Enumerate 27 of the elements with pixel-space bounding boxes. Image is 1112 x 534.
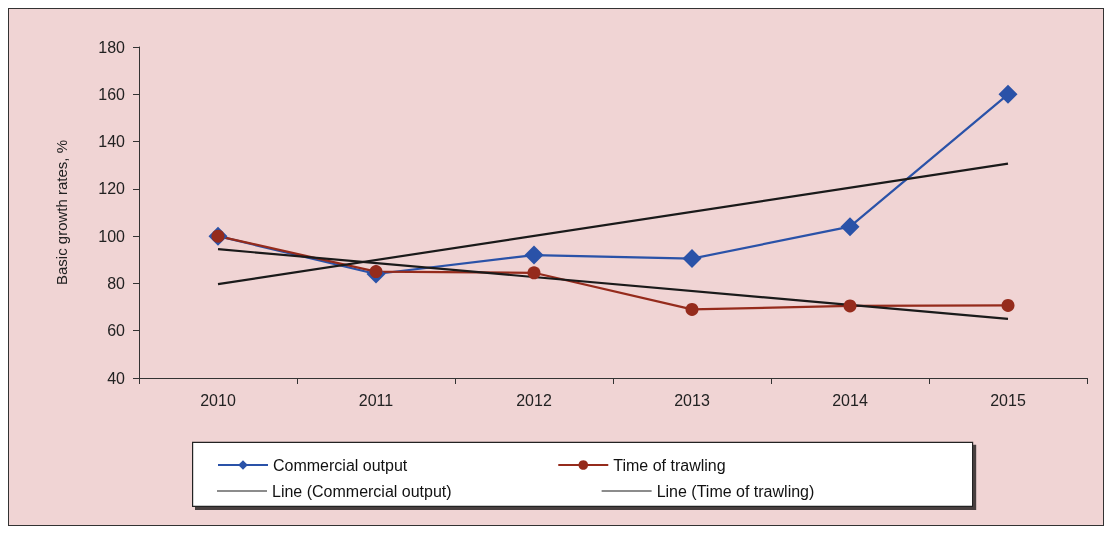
point	[685, 302, 699, 316]
point	[682, 249, 702, 269]
point	[843, 299, 857, 313]
y-tick-label: 140	[98, 133, 126, 151]
point	[527, 266, 541, 280]
x-tick-label: 2014	[832, 391, 868, 409]
y-tick-label: 100	[98, 227, 126, 245]
point	[998, 84, 1018, 104]
x-tick-label: 2015	[990, 391, 1026, 409]
x-tick-label: 2012	[516, 391, 552, 409]
legend-label: Commercial output	[273, 456, 408, 474]
y-tick-label: 80	[107, 274, 126, 292]
y-axis-title: Basic growth rates, %	[53, 139, 70, 286]
y-tick-label: 160	[98, 85, 126, 103]
y-tick-label: 120	[98, 180, 126, 198]
point	[524, 245, 544, 265]
legend-label: Line (Commercial output)	[272, 482, 452, 500]
x-tick-label: 2011	[358, 391, 394, 409]
y-tick-label: 60	[107, 322, 126, 340]
legend-label: Time of trawling	[613, 456, 726, 474]
y-tick-label: 40	[107, 369, 126, 387]
point	[1001, 298, 1015, 312]
y-tick-label: 180	[98, 38, 126, 56]
x-tick-label: 2013	[674, 391, 710, 409]
point	[840, 217, 860, 237]
legend-label: Line (Time of trawling)	[656, 482, 815, 500]
x-tick-label: 2010	[200, 391, 236, 409]
